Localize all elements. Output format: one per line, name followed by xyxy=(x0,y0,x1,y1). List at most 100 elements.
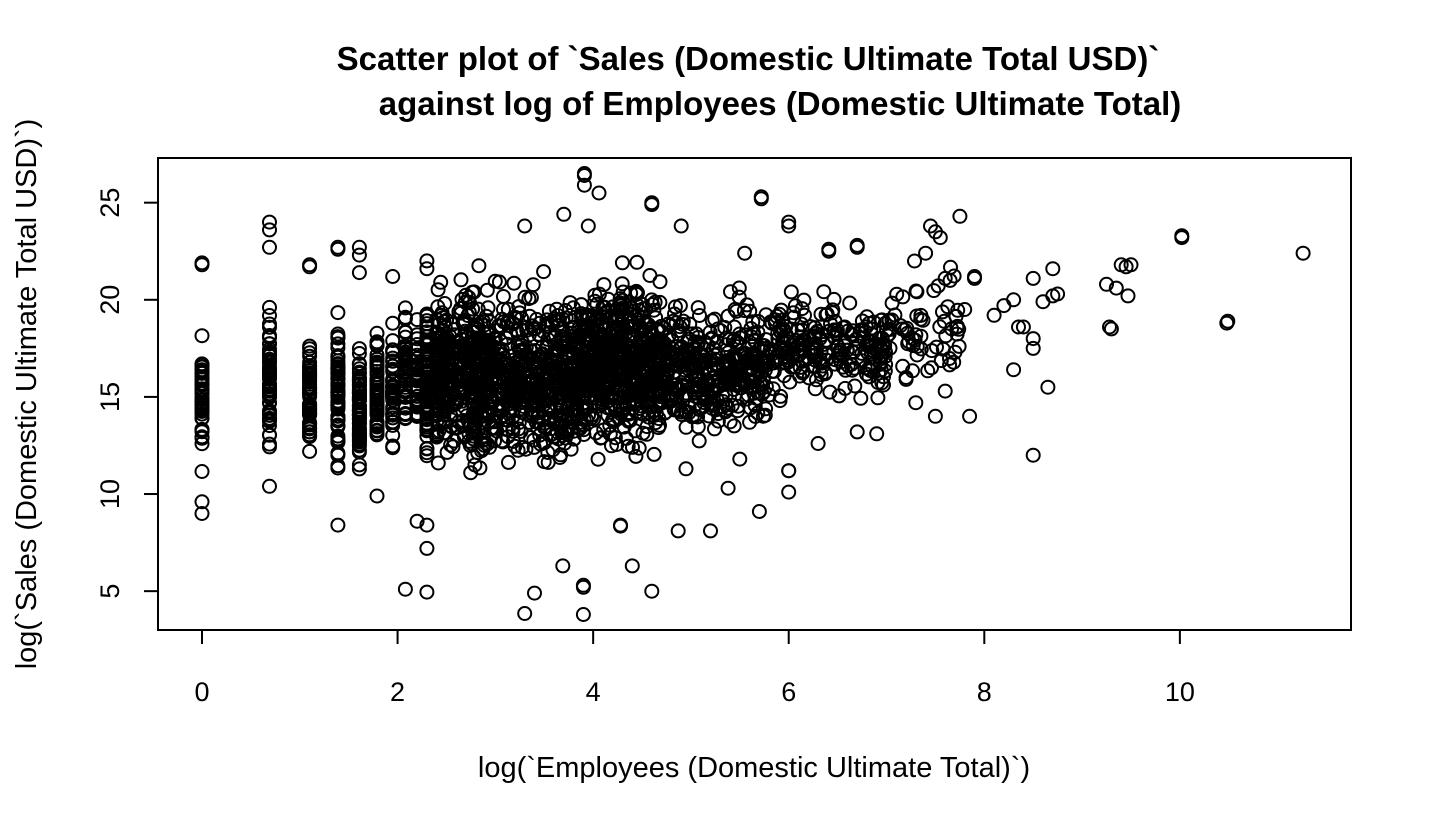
data-point xyxy=(816,284,832,300)
data-point xyxy=(429,407,445,423)
data-point xyxy=(681,400,697,416)
data-point xyxy=(751,504,767,519)
data-point xyxy=(385,438,401,454)
data-point xyxy=(495,346,511,362)
data-point xyxy=(430,282,446,298)
data-point xyxy=(937,383,953,399)
data-point xyxy=(262,351,277,367)
data-point xyxy=(881,313,897,329)
data-points xyxy=(194,166,1311,622)
data-point xyxy=(454,418,470,434)
data-point xyxy=(194,464,210,479)
data-point xyxy=(351,356,367,372)
data-point xyxy=(455,314,471,330)
data-point xyxy=(729,303,744,319)
data-point xyxy=(543,314,559,330)
data-point xyxy=(810,436,826,451)
data-point xyxy=(500,381,516,396)
data-point xyxy=(576,412,592,428)
data-point xyxy=(446,322,462,338)
data-point xyxy=(709,333,725,349)
data-point xyxy=(1045,261,1061,277)
y-tick-label: 20 xyxy=(95,285,125,315)
data-point xyxy=(927,408,943,424)
data-point xyxy=(430,455,446,471)
data-point xyxy=(918,245,934,261)
data-point xyxy=(477,406,493,421)
data-point xyxy=(194,328,210,344)
data-point xyxy=(793,316,809,332)
data-point xyxy=(924,360,939,376)
x-axis: 0 2 4 6 8 10 xyxy=(194,629,1195,707)
data-point xyxy=(608,387,623,403)
data-point xyxy=(1123,257,1139,273)
data-point xyxy=(510,339,526,355)
data-point xyxy=(722,374,738,389)
data-point xyxy=(330,329,346,345)
data-point xyxy=(615,402,630,418)
data-point xyxy=(501,454,516,470)
data-point xyxy=(622,413,638,428)
data-point xyxy=(302,399,318,415)
data-point xyxy=(764,364,780,379)
data-point xyxy=(708,402,724,418)
data-point xyxy=(539,339,554,355)
data-point xyxy=(262,348,277,363)
data-point xyxy=(794,322,810,338)
data-point xyxy=(385,269,401,284)
data-point xyxy=(262,214,277,230)
data-point xyxy=(730,398,746,414)
data-point xyxy=(801,370,817,386)
data-point xyxy=(507,438,523,454)
data-point xyxy=(732,326,748,342)
data-point xyxy=(1015,319,1031,335)
data-point xyxy=(446,433,462,449)
data-point xyxy=(996,298,1012,314)
data-point xyxy=(884,295,900,311)
data-point xyxy=(504,315,520,331)
data-point xyxy=(707,421,722,437)
data-point xyxy=(773,388,789,404)
data-point xyxy=(351,385,367,401)
data-point xyxy=(447,344,463,360)
data-point xyxy=(814,327,830,343)
data-point xyxy=(506,275,522,291)
data-point xyxy=(627,387,643,402)
data-point xyxy=(330,241,346,257)
data-point xyxy=(813,344,829,360)
data-point xyxy=(544,353,560,369)
data-point xyxy=(494,433,510,449)
data-point xyxy=(351,378,367,393)
data-point xyxy=(951,321,967,337)
data-point xyxy=(909,347,925,363)
data-point xyxy=(351,421,367,437)
data-point xyxy=(556,206,572,222)
data-point xyxy=(746,325,762,341)
data-point xyxy=(947,344,963,360)
data-point xyxy=(351,265,367,281)
data-point xyxy=(580,218,596,234)
data-point xyxy=(555,428,571,444)
data-point xyxy=(461,289,477,305)
data-point xyxy=(681,331,697,347)
data-point xyxy=(767,315,783,331)
data-point xyxy=(590,451,606,467)
data-point xyxy=(576,422,592,438)
data-point xyxy=(369,423,385,439)
data-point xyxy=(1219,315,1235,331)
data-point xyxy=(860,345,876,361)
y-tick-label: 5 xyxy=(95,584,125,599)
data-point xyxy=(720,480,736,496)
data-point xyxy=(840,323,856,339)
data-point xyxy=(262,427,277,443)
data-point xyxy=(666,364,682,380)
data-point xyxy=(854,313,870,329)
data-point xyxy=(575,607,591,622)
data-point xyxy=(1025,270,1041,286)
data-point xyxy=(690,419,706,435)
data-point xyxy=(351,461,367,477)
data-point xyxy=(437,296,453,311)
data-point xyxy=(519,384,535,400)
data-point xyxy=(474,379,490,395)
data-point xyxy=(262,478,277,494)
